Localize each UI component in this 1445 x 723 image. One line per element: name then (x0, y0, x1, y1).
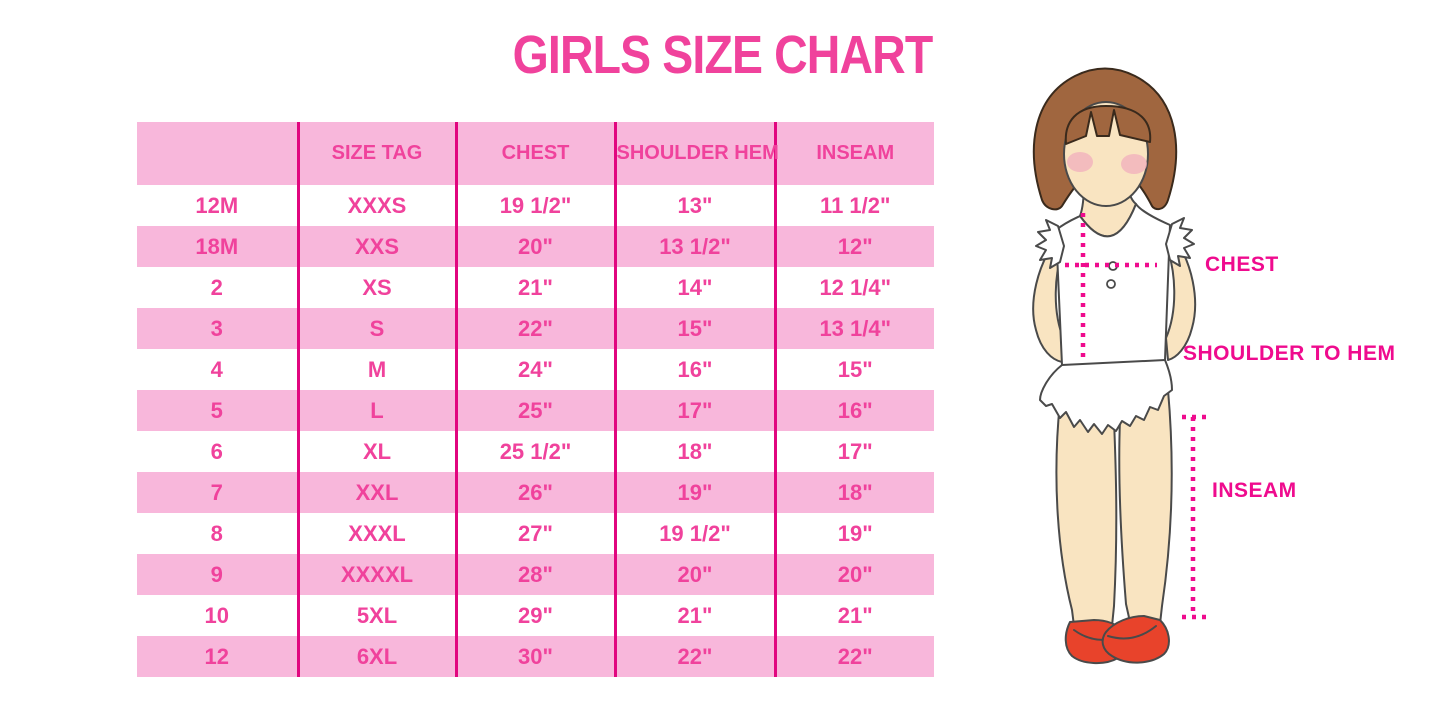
table-row: 3 S 22" 15" 13 1/4" (137, 308, 934, 349)
table-cell: 12 1/4" (773, 267, 934, 308)
table-cell: 15" (773, 349, 934, 390)
column-header-shoulder-hem: SHOULDER HEM (613, 122, 779, 185)
table-cell: 21" (613, 595, 775, 636)
inseam-measure-line (1182, 414, 1206, 620)
girl-arms (1032, 237, 1197, 363)
table-row: 6 XL 25 1/2" 18" 17" (137, 431, 934, 472)
girl-bangs (1064, 105, 1152, 145)
table-cell: 29" (454, 595, 615, 636)
shoulder-ruffle-left (1035, 219, 1065, 269)
table-cell: 28" (454, 554, 615, 595)
table-cell: 20" (613, 554, 775, 595)
table-cell: 17" (773, 431, 934, 472)
column-header-chest: CHEST (454, 122, 615, 185)
measurement-illustration: CHEST SHOULDER TO HEM INSEAM (980, 50, 1445, 690)
girl-blush (1067, 152, 1147, 174)
table-cell: XXXS (296, 185, 456, 226)
table-cell: 25" (454, 390, 615, 431)
table-cell: 19" (773, 513, 934, 554)
table-cell: 26" (454, 472, 615, 513)
table-row: 9 XXXXL 28" 20" 20" (137, 554, 934, 595)
table-cell: 7 (137, 472, 298, 513)
table-cell: 18M (137, 226, 298, 267)
column-header-size-tag: SIZE TAG (296, 122, 456, 185)
table-cell: 10 (137, 595, 298, 636)
table-cell: XXXXL (296, 554, 456, 595)
girl-legs (1055, 389, 1173, 627)
table-row: 5 L 25" 17" 16" (137, 390, 934, 431)
table-row: 2 XS 21" 14" 12 1/4" (137, 267, 934, 308)
girls-size-chart-table: SIZE TAG CHEST SHOULDER HEM INSEAM 12M XXXS 1… (137, 122, 934, 677)
table-cell: 12M (137, 185, 298, 226)
table-cell: 24" (454, 349, 615, 390)
column-header-inseam: INSEAM (773, 122, 934, 185)
table-cell: 16" (613, 349, 775, 390)
table-row: 8 XXXL 27" 19 1/2" 19" (137, 513, 934, 554)
table-cell: XXXL (296, 513, 456, 554)
table-cell: 6XL (296, 636, 456, 677)
table-cell: 19" (613, 472, 775, 513)
chest-label: CHEST (1205, 253, 1279, 276)
table-cell: 16" (773, 390, 934, 431)
table-cell: 18" (773, 472, 934, 513)
table-cell: XXS (296, 226, 456, 267)
table-cell: 9 (137, 554, 298, 595)
girl-top (1035, 203, 1195, 435)
table-cell: 5XL (296, 595, 456, 636)
table-cell: 15" (613, 308, 775, 349)
table-cell: 20" (773, 554, 934, 595)
table-cell: XS (296, 267, 456, 308)
table-cell: 4 (137, 349, 298, 390)
girl-illustration-graphic (1032, 67, 1206, 664)
table-cell: 21" (773, 595, 934, 636)
table-cell: 22" (454, 308, 615, 349)
table-cell: 14" (613, 267, 775, 308)
table-cell: 20" (454, 226, 615, 267)
table-row: 12M XXXS 19 1/2" 13" 11 1/2" (137, 185, 934, 226)
table-cell: 13 1/4" (773, 308, 934, 349)
table-row: 4 M 24" 16" 15" (137, 349, 934, 390)
table-cell: 12 (137, 636, 298, 677)
table-cell: 18" (613, 431, 775, 472)
table-cell: XXL (296, 472, 456, 513)
table-cell: 19 1/2" (454, 185, 615, 226)
table-cell: 21" (454, 267, 615, 308)
table-cell: XL (296, 431, 456, 472)
table-cell: 11 1/2" (773, 185, 934, 226)
table-cell: M (296, 349, 456, 390)
table-cell: 25 1/2" (454, 431, 615, 472)
table-cell: 5 (137, 390, 298, 431)
table-cell: 12" (773, 226, 934, 267)
table-cell: 13 1/2" (613, 226, 775, 267)
table-cell: 6 (137, 431, 298, 472)
inseam-label: INSEAM (1212, 479, 1297, 502)
table-cell: 30" (454, 636, 615, 677)
table-body: 12M XXXS 19 1/2" 13" 11 1/2" 18M XXS 20" 13 1/2"… (137, 185, 934, 677)
table-cell: 13" (613, 185, 775, 226)
table-cell: 3 (137, 308, 298, 349)
shoulder-ruffle-right (1165, 217, 1195, 267)
table-cell: 2 (137, 267, 298, 308)
table-cell: S (296, 308, 456, 349)
shoulder-to-hem-label: SHOULDER TO HEM (1183, 342, 1396, 365)
table-cell: 22" (613, 636, 775, 677)
table-cell: 22" (773, 636, 934, 677)
column-header-size (137, 122, 298, 185)
table-header-row: SIZE TAG CHEST SHOULDER HEM INSEAM (137, 122, 934, 185)
table-row: 18M XXS 20" 13 1/2" 12" (137, 226, 934, 267)
table-cell: 19 1/2" (613, 513, 775, 554)
table-row: 10 5XL 29" 21" 21" (137, 595, 934, 636)
table-cell: 27" (454, 513, 615, 554)
table-row: 12 6XL 30" 22" 22" (137, 636, 934, 677)
page-title: GIRLS SIZE CHART (512, 25, 934, 85)
table-row: 7 XXL 26" 19" 18" (137, 472, 934, 513)
table-cell: 17" (613, 390, 775, 431)
girl-shoes (1064, 615, 1170, 664)
table-cell: L (296, 390, 456, 431)
table-cell: 8 (137, 513, 298, 554)
